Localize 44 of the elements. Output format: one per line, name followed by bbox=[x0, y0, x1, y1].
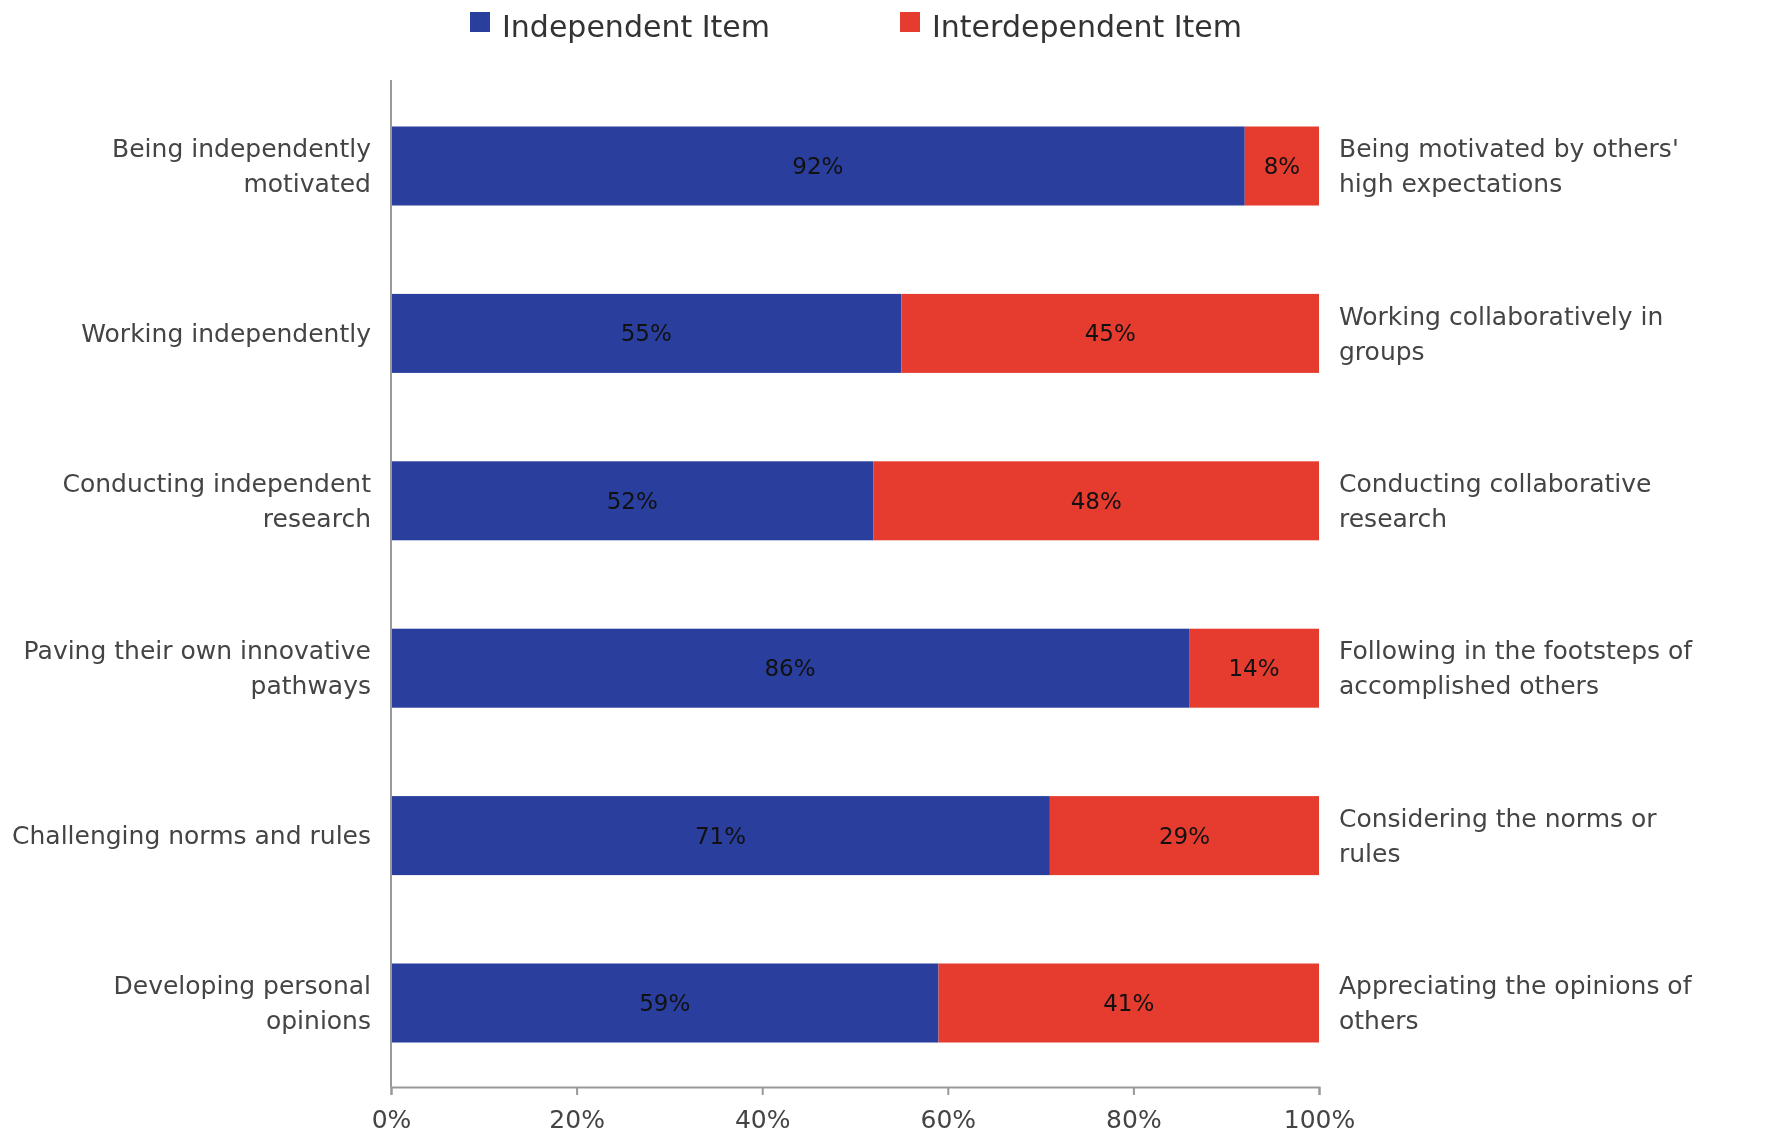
bar bbox=[873, 461, 1319, 541]
text: Appreciating the opinions of others bbox=[1339, 971, 1693, 1036]
y-tick-label: Being independently motivated bbox=[112, 134, 372, 199]
text: Conducting collaborative research bbox=[1339, 469, 1652, 534]
bar bbox=[391, 796, 1050, 876]
bar bbox=[1049, 796, 1319, 876]
x-tick-label: 20% bbox=[549, 1105, 605, 1134]
text: Considering the norms or rules bbox=[1339, 803, 1658, 868]
x-tick-label: 40% bbox=[734, 1105, 791, 1134]
bar bbox=[1244, 126, 1319, 206]
legend-label: Interdependent Item bbox=[932, 8, 1243, 44]
x-tick-label: 60% bbox=[920, 1105, 977, 1134]
y-tick-label: Developing personal opinions bbox=[113, 971, 371, 1036]
data-label: 29% bbox=[1158, 822, 1210, 849]
bar bbox=[938, 963, 1319, 1043]
data-label: 55% bbox=[620, 320, 672, 347]
data-label: 14% bbox=[1228, 655, 1280, 682]
x-tick-label: 0% bbox=[371, 1105, 412, 1134]
text: Being motivated by others' high expectations bbox=[1339, 134, 1679, 199]
bar bbox=[391, 628, 1190, 708]
bar bbox=[391, 293, 902, 373]
data-label: 86% bbox=[764, 655, 816, 682]
data-label: 59% bbox=[639, 990, 691, 1017]
data-label: 52% bbox=[606, 487, 658, 514]
bar bbox=[391, 461, 874, 541]
bar bbox=[901, 293, 1319, 373]
bar bbox=[391, 963, 939, 1043]
y-tick-label: Challenging norms and rules bbox=[12, 821, 371, 851]
data-label: 41% bbox=[1103, 990, 1155, 1017]
data-label: 48% bbox=[1070, 487, 1122, 514]
y-tick-label: Working independently bbox=[81, 319, 372, 349]
y-tick-label: Conducting independent research bbox=[62, 469, 372, 534]
text: Following in the footsteps of accomplished others bbox=[1339, 636, 1694, 701]
legend-label: Independent Item bbox=[502, 8, 770, 44]
data-label: 8% bbox=[1263, 153, 1301, 180]
bar bbox=[391, 126, 1245, 206]
text: Working collaboratively in groups bbox=[1339, 301, 1664, 366]
x-tick-label: 100% bbox=[1283, 1105, 1356, 1134]
data-label: 92% bbox=[792, 153, 844, 180]
data-label: 71% bbox=[694, 822, 746, 849]
y-tick-label: Paving their own innovative pathways bbox=[23, 636, 371, 701]
x-tick-label: 80% bbox=[1106, 1105, 1162, 1134]
data-label: 45% bbox=[1084, 320, 1136, 347]
bar bbox=[1189, 628, 1319, 708]
